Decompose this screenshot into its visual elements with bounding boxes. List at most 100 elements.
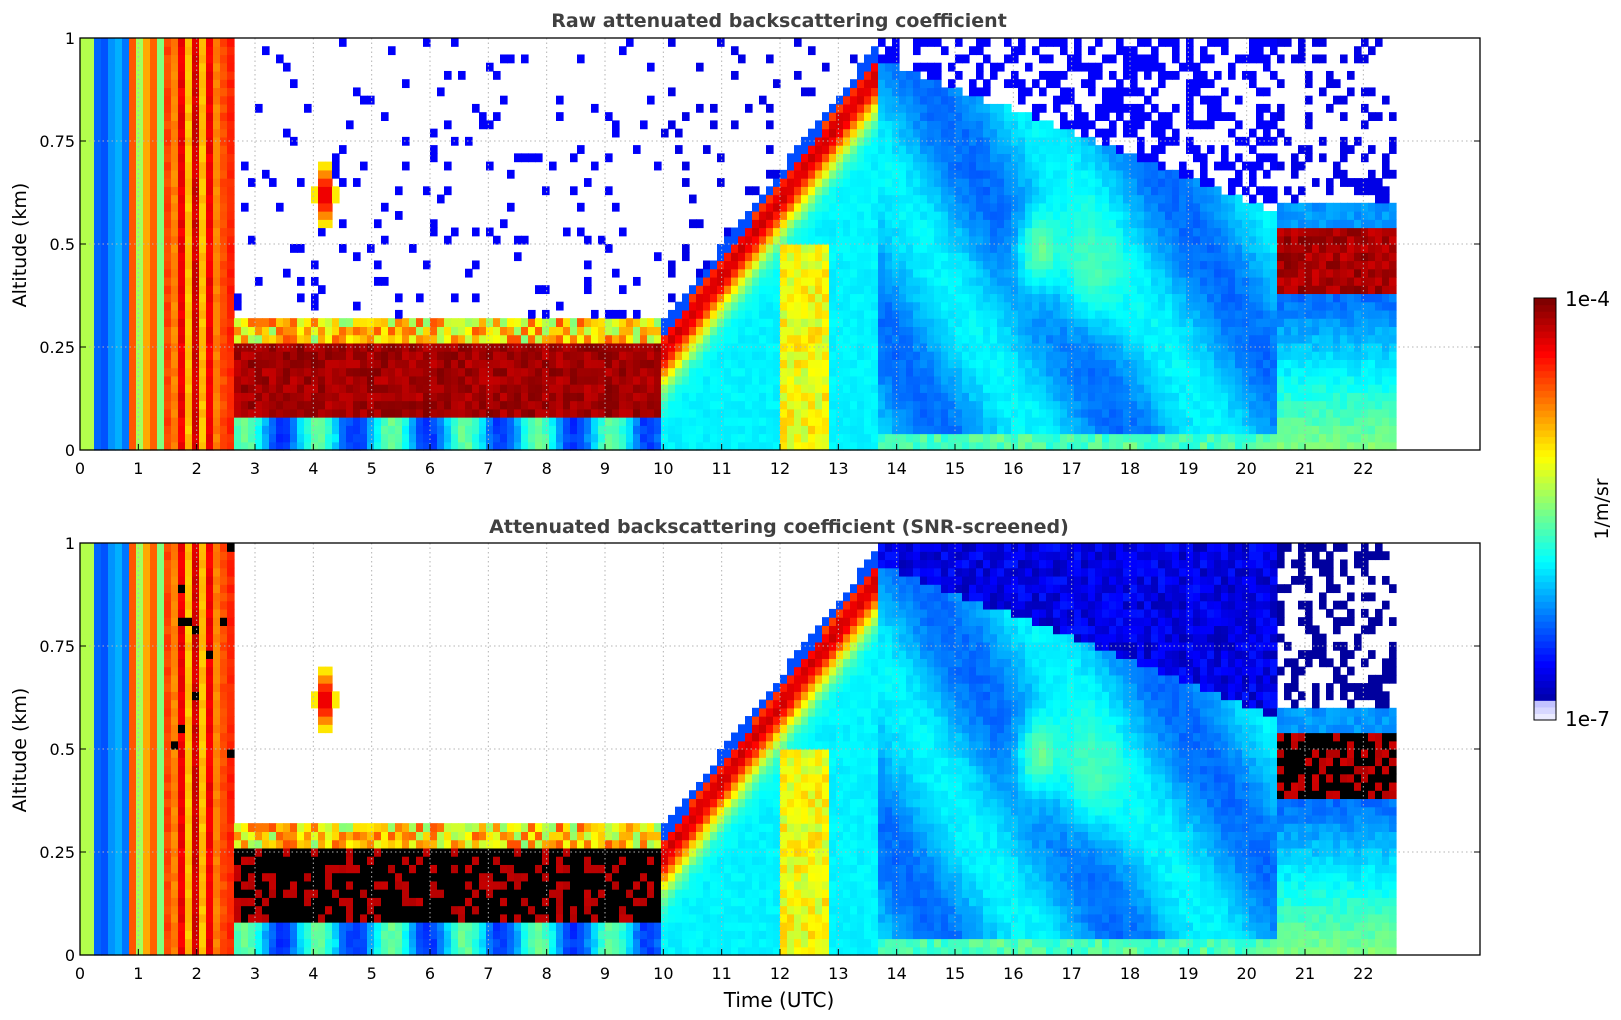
heatmap-cell: [780, 408, 788, 418]
heatmap-cell: [934, 367, 942, 377]
heatmap-cell: [710, 301, 718, 311]
heatmap-cell: [1095, 128, 1103, 138]
heatmap-cell: [969, 351, 977, 360]
heatmap-cell: [367, 425, 375, 435]
heatmap-cell: [115, 169, 123, 179]
heatmap-cell: [836, 235, 844, 245]
heatmap-cell: [1039, 342, 1047, 352]
heatmap-cell: [577, 425, 585, 435]
heatmap-cell: [612, 417, 620, 426]
heatmap-cell: [521, 433, 529, 443]
heatmap-cell: [87, 153, 95, 163]
heatmap-cell: [1039, 367, 1047, 377]
heatmap-cell: [87, 293, 95, 303]
heatmap-cell: [192, 351, 200, 360]
heatmap-cell: [955, 153, 963, 163]
heatmap-cell: [843, 293, 851, 303]
heatmap-cell: [766, 309, 774, 319]
heatmap-cell: [780, 375, 788, 385]
heatmap-cell: [906, 408, 914, 418]
heatmap-cell: [668, 120, 676, 130]
heatmap-cell: [1018, 153, 1026, 163]
heatmap-cell: [1060, 161, 1068, 171]
heatmap-cell: [1130, 70, 1138, 80]
heatmap-cell: [717, 301, 725, 311]
heatmap-cell: [171, 95, 179, 105]
heatmap-cell: [1067, 425, 1075, 435]
heatmap-cell: [941, 120, 949, 130]
heatmap-cell: [906, 433, 914, 443]
heatmap-cell: [689, 392, 697, 402]
heatmap-cell: [598, 433, 606, 443]
heatmap-cell: [1123, 433, 1131, 443]
heatmap-cell: [80, 169, 88, 179]
heatmap-cell: [479, 408, 487, 418]
heatmap-cell: [801, 433, 809, 443]
heatmap-cell: [171, 128, 179, 138]
heatmap-cell: [1039, 276, 1047, 286]
heatmap-cell: [815, 260, 823, 270]
heatmap-cell: [794, 425, 802, 435]
heatmap-cell: [248, 326, 256, 336]
heatmap-cell: [892, 351, 900, 360]
heatmap-cell: [94, 268, 102, 278]
heatmap-cell: [269, 441, 277, 451]
heatmap-cell: [1018, 87, 1026, 97]
heatmap-cell: [864, 194, 872, 204]
heatmap-cell: [87, 178, 95, 187]
heatmap-cell: [94, 136, 102, 146]
heatmap-cell: [1102, 268, 1110, 278]
heatmap-cell: [1074, 309, 1082, 319]
heatmap-cell: [647, 326, 655, 336]
heatmap-cell: [318, 227, 326, 237]
heatmap-cell: [1018, 244, 1026, 253]
heatmap-cell: [829, 408, 837, 418]
heatmap-cell: [213, 145, 221, 154]
heatmap-cell: [857, 351, 865, 360]
heatmap-cell: [836, 309, 844, 319]
heatmap-cell: [143, 202, 151, 212]
heatmap-cell: [640, 417, 648, 426]
heatmap-cell: [227, 169, 235, 179]
heatmap-cell: [787, 285, 795, 295]
heatmap-cell: [451, 334, 459, 344]
heatmap-cell: [934, 359, 942, 369]
heatmap-cell: [206, 384, 214, 393]
heatmap-cell: [787, 441, 795, 451]
heatmap-cell: [220, 186, 228, 196]
heatmap-cell: [1060, 46, 1068, 56]
heatmap-cell: [969, 128, 977, 138]
heatmap-cell: [374, 326, 382, 336]
heatmap-cell: [206, 235, 214, 245]
heatmap-cell: [962, 375, 970, 385]
heatmap-cell: [801, 392, 809, 402]
heatmap-cell: [913, 318, 921, 327]
heatmap-cell: [745, 367, 753, 377]
heatmap-cell: [255, 425, 263, 435]
heatmap-cell: [129, 326, 137, 336]
heatmap-cell: [920, 268, 928, 278]
heatmap-cell: [101, 219, 109, 229]
heatmap-cell: [773, 293, 781, 303]
heatmap-cell: [395, 293, 403, 303]
heatmap-cell: [801, 417, 809, 426]
heatmap-cell: [199, 244, 207, 253]
heatmap-cell: [843, 219, 851, 229]
heatmap-cell: [647, 441, 655, 451]
heatmap-cell: [241, 161, 249, 171]
heatmap-cell: [990, 359, 998, 369]
heatmap-cell: [472, 293, 480, 303]
heatmap-cell: [913, 211, 921, 220]
heatmap-cell: [794, 408, 802, 418]
heatmap-cell: [857, 235, 865, 245]
heatmap-cell: [262, 441, 270, 451]
heatmap-cell: [906, 392, 914, 402]
heatmap-cell: [906, 301, 914, 311]
heatmap-cell: [773, 417, 781, 426]
heatmap-cell: [815, 417, 823, 426]
heatmap-cell: [948, 79, 956, 89]
heatmap-cell: [136, 326, 144, 336]
heatmap-cell: [416, 351, 424, 360]
heatmap-cell: [689, 417, 697, 426]
heatmap-cell: [1081, 433, 1089, 443]
